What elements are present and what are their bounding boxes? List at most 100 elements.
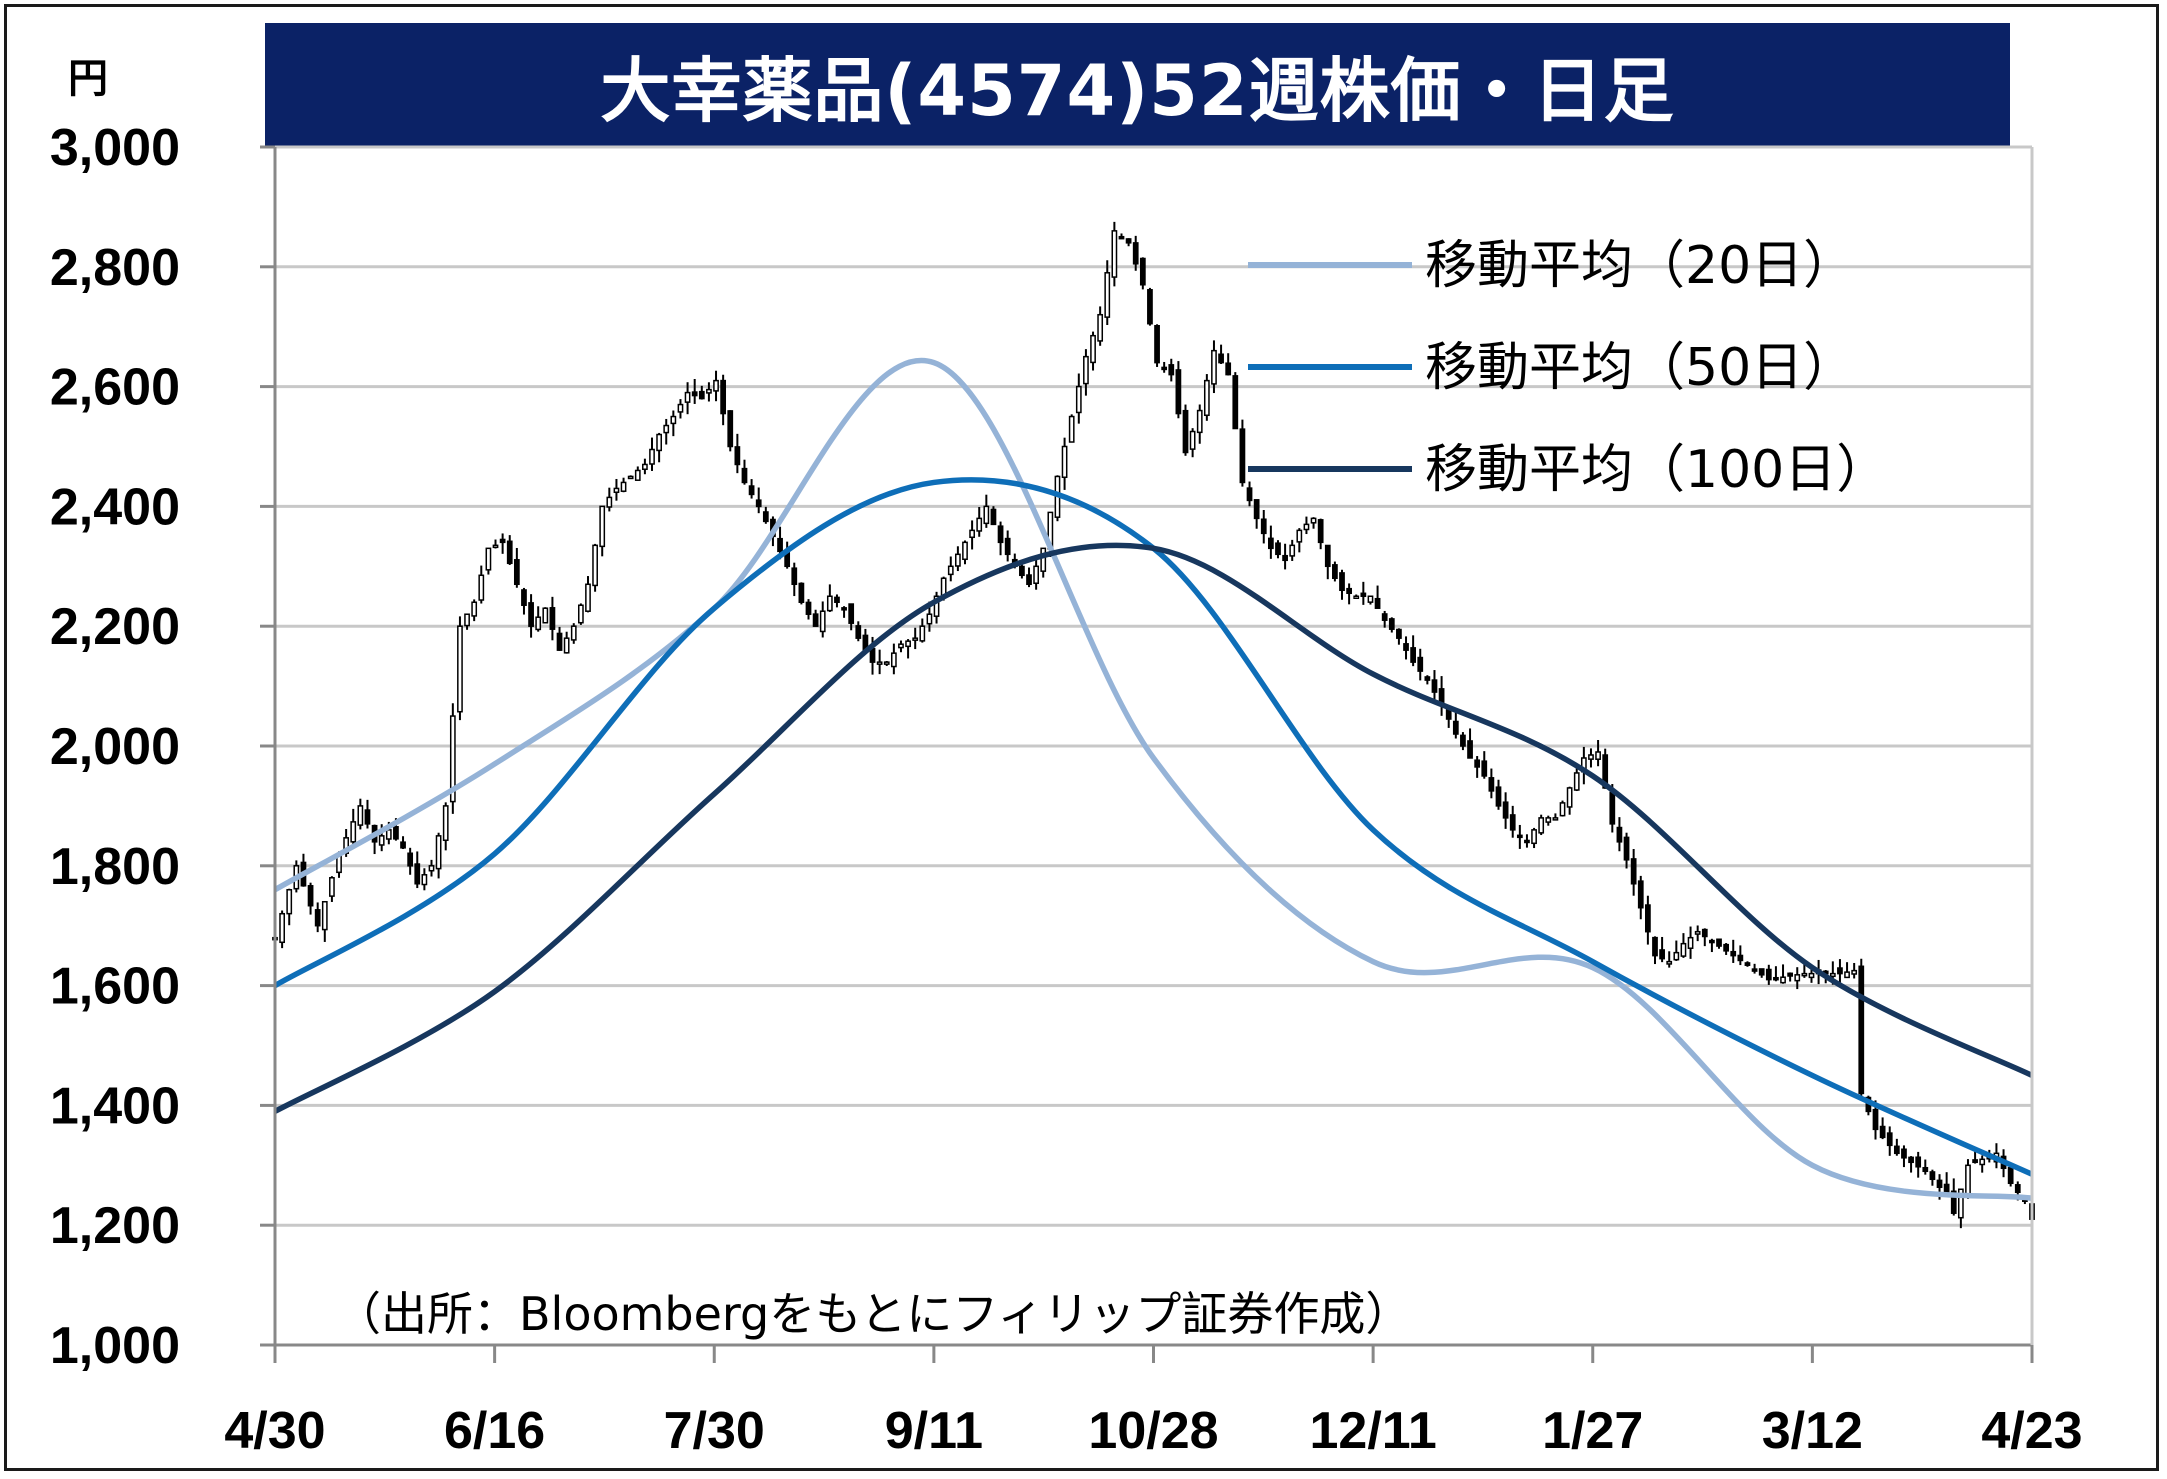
candle-body — [528, 602, 534, 627]
chart-title-bar: 大幸薬品(4574)52週株価・日足 — [265, 23, 2010, 147]
candle-body — [599, 505, 606, 548]
candle-body — [1545, 817, 1552, 823]
candle-body — [1239, 428, 1246, 484]
candle-body — [556, 632, 563, 651]
x-tick-label: 1/27 — [1542, 1402, 1643, 1460]
candle-body — [834, 596, 840, 603]
candle-body — [940, 577, 947, 597]
x-axis-tick-labels: 4/30 6/16 7/30 9/11 10/28 12/11 1/27 3/12 4/23 — [224, 1402, 2082, 1460]
candle-body — [378, 835, 385, 846]
candle-body — [542, 607, 549, 624]
legend-label: 移動平均（20日） — [1425, 236, 1855, 296]
candle-body — [684, 391, 691, 403]
candle-body — [414, 863, 421, 885]
y-tick-label: 1,600 — [50, 958, 180, 1016]
candle-body — [1388, 618, 1395, 630]
moving-average-lines — [273, 357, 2034, 1201]
candle-body — [1666, 960, 1673, 965]
candle-body — [513, 559, 520, 586]
candle-body — [1033, 565, 1040, 584]
candle-body — [1844, 971, 1850, 979]
candle-body — [1218, 353, 1224, 364]
candle-body — [1360, 592, 1367, 597]
candle-body — [1125, 238, 1132, 244]
candle-body — [1296, 529, 1303, 543]
candle-body — [1516, 834, 1523, 839]
candle-body — [1552, 817, 1559, 821]
candle-body — [1652, 936, 1658, 957]
candle-body — [1801, 972, 1808, 977]
candle-body — [1474, 759, 1481, 768]
candle-body — [1289, 544, 1296, 557]
candle-body — [385, 829, 392, 840]
candle-body — [364, 809, 371, 825]
moving-average-line — [273, 542, 2034, 1114]
candle-body — [969, 529, 975, 539]
candle-body — [307, 885, 314, 907]
candle-body — [720, 379, 727, 415]
candle-body — [1694, 930, 1701, 935]
candle-body — [521, 589, 527, 606]
candle-body — [428, 865, 435, 872]
x-tick-label: 12/11 — [1309, 1402, 1436, 1460]
candle-body — [1794, 974, 1801, 982]
candle-body — [506, 540, 513, 565]
candle-body — [1161, 366, 1168, 371]
candle-body — [670, 415, 677, 425]
candle-body — [642, 463, 648, 471]
candle-body — [1182, 409, 1189, 454]
candle-body — [393, 826, 399, 840]
x-tick-label: 7/30 — [664, 1402, 765, 1460]
candle-body — [407, 852, 414, 867]
candle-body — [791, 567, 798, 586]
candle-body — [2007, 1167, 2014, 1185]
candle-body — [1509, 814, 1516, 831]
y-tick-label: 1,800 — [50, 838, 180, 896]
candle-body — [1502, 801, 1509, 819]
candle-body — [1083, 355, 1089, 385]
candle-body — [1730, 950, 1737, 957]
x-tick-label: 9/11 — [885, 1402, 983, 1460]
candle-body — [585, 583, 591, 612]
candle-body — [1893, 1145, 1900, 1155]
candle-body — [1829, 972, 1836, 978]
candle-body — [777, 537, 783, 553]
candle-body — [962, 541, 968, 561]
x-tick-label: 3/12 — [1762, 1402, 1863, 1460]
candle-body — [1709, 939, 1715, 944]
candle-body — [1901, 1148, 1907, 1159]
candle-body — [464, 613, 470, 627]
candle-body — [1353, 595, 1360, 599]
candle-body — [563, 637, 570, 654]
candle-body — [1253, 499, 1260, 520]
candle-body — [706, 388, 712, 394]
candle-body — [577, 604, 584, 624]
candle-body — [1452, 720, 1459, 735]
candle-body — [471, 601, 478, 617]
candle-body — [812, 613, 819, 627]
y-tick-label: 3,000 — [50, 119, 180, 177]
candle-body — [1616, 826, 1623, 843]
candle-body — [1147, 289, 1153, 325]
candle-body — [1972, 1159, 1978, 1164]
candle-body — [1189, 430, 1196, 450]
candle-body — [890, 652, 897, 668]
candle-body — [1645, 904, 1651, 933]
candle-body — [435, 835, 442, 870]
y-tick-label: 2,600 — [50, 359, 180, 417]
candle-body — [869, 647, 876, 663]
candle-body — [1267, 537, 1274, 550]
candle-body — [1851, 969, 1858, 975]
x-tick-label: 4/23 — [1981, 1402, 2082, 1460]
candle-body — [1673, 951, 1680, 961]
source-note: （出所：Bloombergをもとにフィリップ証券作成） — [335, 1287, 1411, 1341]
candle-body — [1588, 754, 1594, 760]
moving-average-line — [273, 357, 2033, 1201]
candle-body — [592, 544, 598, 587]
candle-body — [990, 508, 997, 526]
candle-body — [627, 475, 634, 480]
candle-body — [1203, 379, 1210, 417]
y-axis-tick-labels: 1,000 1,200 1,400 1,600 1,800 2,000 2,200 2,400… — [50, 119, 180, 1375]
candle-body — [819, 610, 826, 633]
